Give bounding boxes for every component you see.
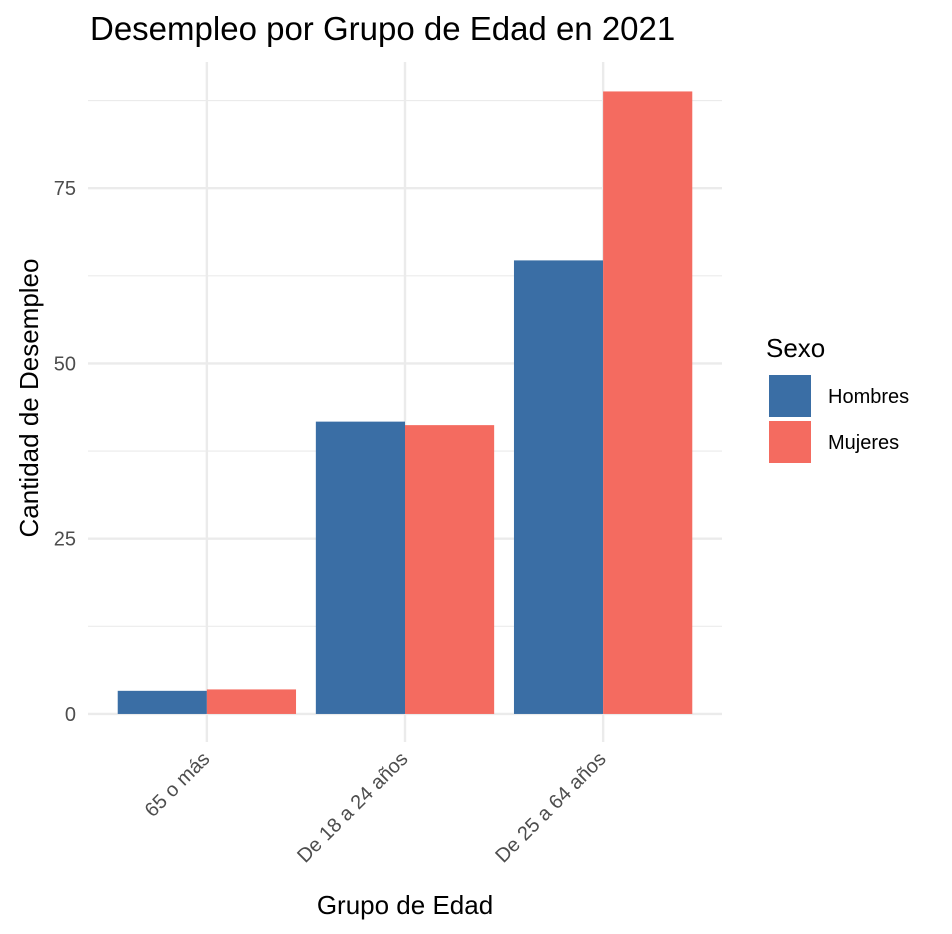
- y-axis-title: Cantidad de Desempleo: [14, 259, 44, 538]
- y-tick-label: 0: [65, 704, 76, 726]
- legend-key-hombres: [767, 373, 813, 419]
- y-tick-label: 75: [54, 178, 76, 200]
- legend: Sexo Hombres Mujeres: [766, 333, 909, 465]
- x-tick-label: De 25 a 64 años: [491, 748, 610, 867]
- bar-mujeres-1: [405, 425, 495, 714]
- x-axis-title: Grupo de Edad: [317, 890, 493, 920]
- bar-hombres-2: [513, 260, 604, 714]
- legend-title: Sexo: [766, 333, 825, 363]
- bar-mujeres-0: [206, 689, 297, 714]
- chart-title: Desempleo por Grupo de Edad en 2021: [90, 10, 675, 47]
- x-tick-label: De 18 a 24 años: [293, 748, 412, 867]
- bar-mujeres-2: [603, 91, 693, 714]
- y-tick-label: 50: [54, 353, 76, 375]
- y-tick-label: 25: [54, 529, 76, 551]
- bar-hombres-0: [117, 690, 207, 714]
- plot-area: [88, 62, 722, 742]
- legend-label: Mujeres: [828, 432, 899, 454]
- bar-hombres-1: [315, 421, 405, 714]
- x-axis-ticks: 65 o más De 18 a 24 años De 25 a 64 años: [141, 748, 611, 867]
- y-axis-ticks: 0 25 50 75: [54, 178, 76, 726]
- x-tick-label: 65 o más: [141, 748, 215, 822]
- legend-label: Hombres: [828, 386, 909, 408]
- legend-key-mujeres: [767, 419, 813, 465]
